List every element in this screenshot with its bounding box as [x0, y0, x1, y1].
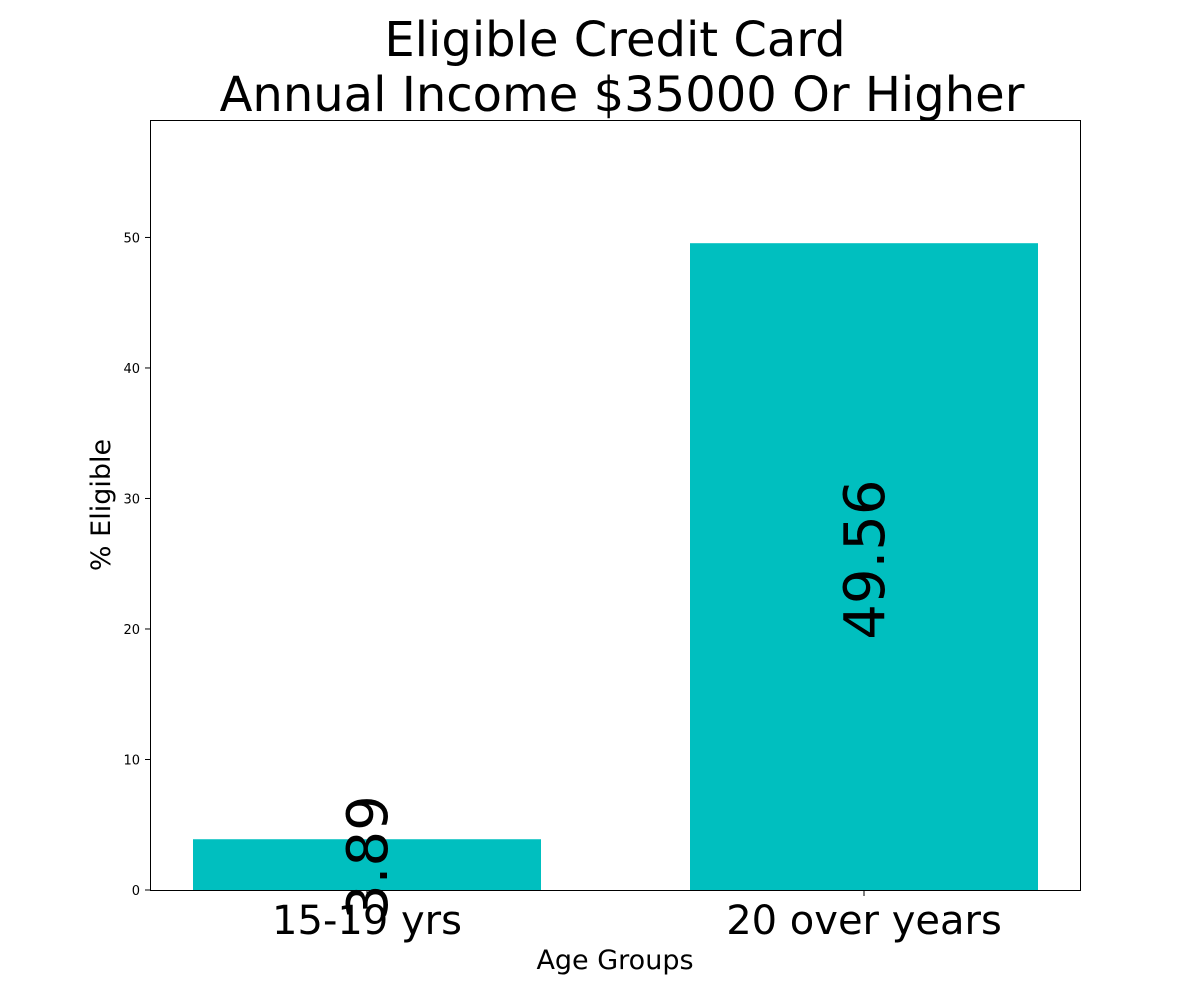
bars	[193, 243, 1038, 890]
bar-value-labels: 3.89 49.56	[336, 479, 898, 920]
chart-title-line-2: Annual Income $35000 Or Higher	[220, 67, 1025, 123]
x-tick-label: 20 over years	[726, 898, 1002, 944]
x-tick-label: 15-19 yrs	[272, 898, 462, 944]
bar-value-label: 3.89	[336, 795, 401, 920]
y-tick-label: 20	[123, 623, 140, 638]
y-axis-ticks: 0 10 20 30 40 50	[123, 231, 150, 899]
bar	[193, 839, 541, 890]
y-tick-label: 0	[132, 884, 140, 899]
chart-title-line-1: Eligible Credit Card	[384, 12, 845, 68]
y-axis-label: % Eligible	[86, 439, 117, 571]
bar-value-label: 49.56	[833, 479, 898, 639]
y-tick-label: 10	[123, 753, 140, 768]
y-tick-label: 40	[123, 362, 140, 377]
plot-frame	[150, 120, 1081, 891]
x-axis-label: Age Groups	[536, 945, 693, 976]
bar	[690, 243, 1038, 890]
y-tick-label: 30	[123, 492, 140, 507]
y-tick-label: 50	[123, 231, 140, 246]
x-axis-ticks: 15-19 yrs 20 over years	[272, 890, 1002, 944]
